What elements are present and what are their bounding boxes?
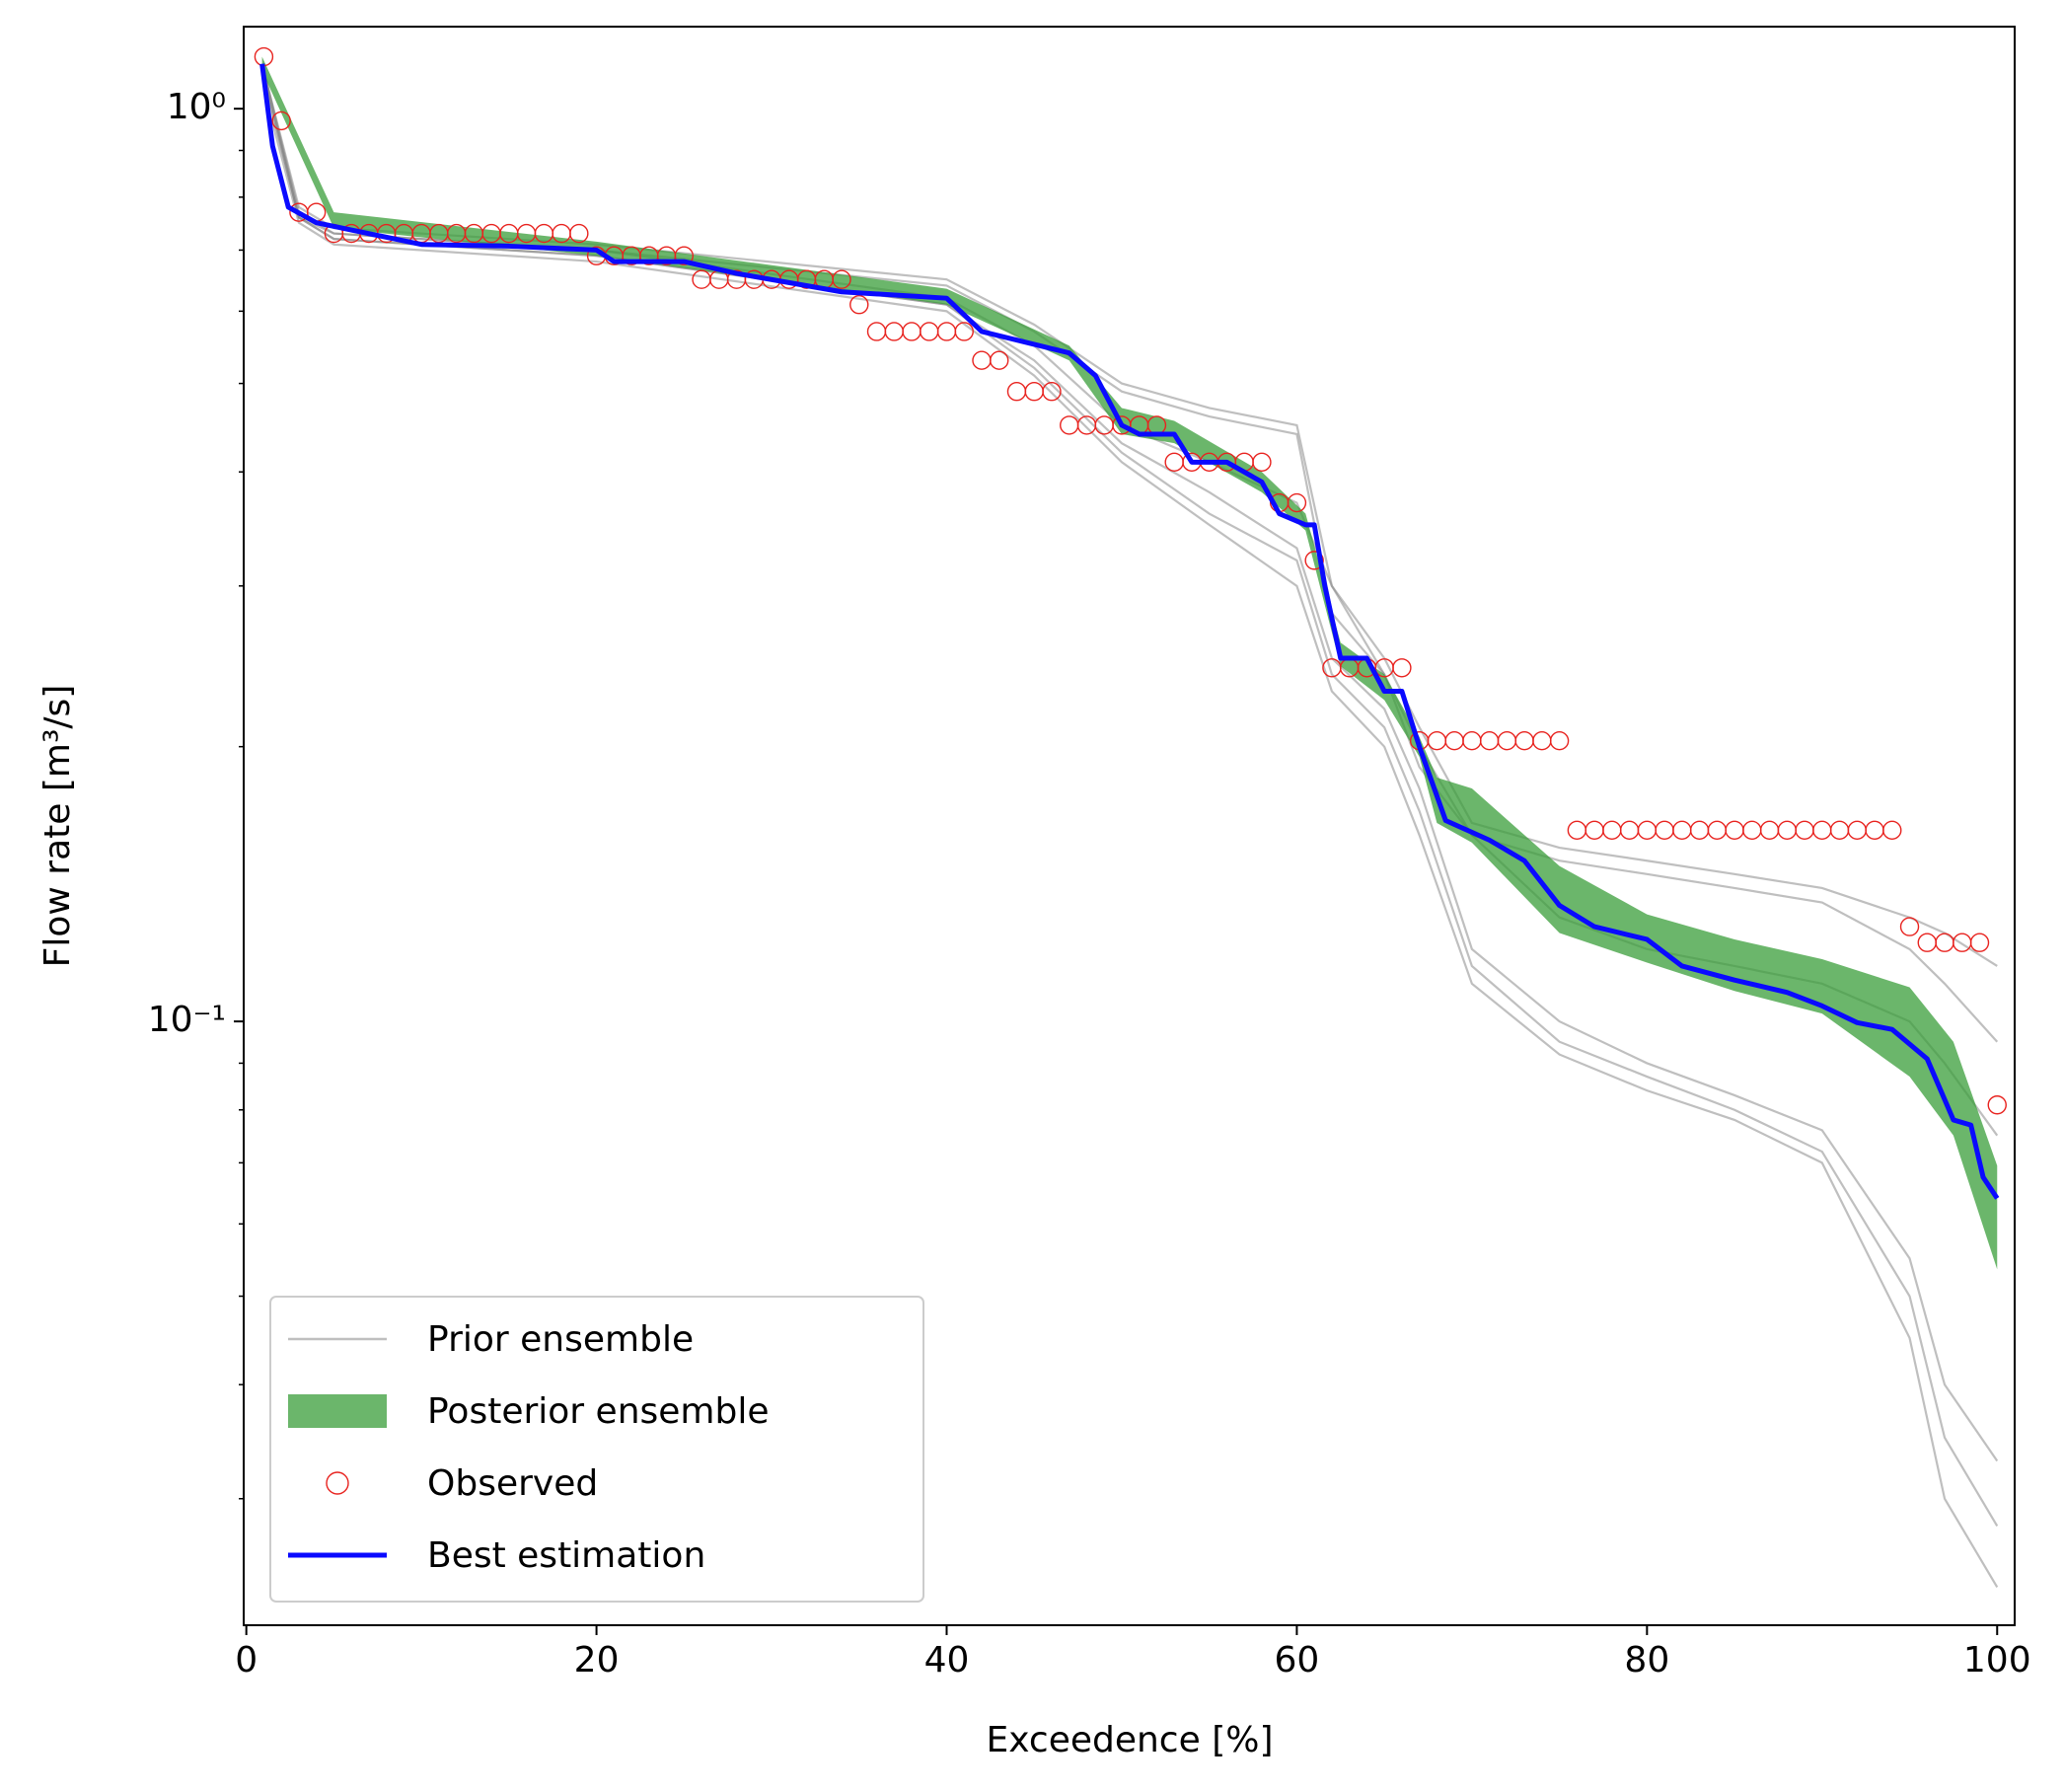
observed-point [884,322,904,341]
plot-area [254,46,2007,1588]
observed-point [1812,820,1832,841]
observed-point [1953,933,1972,952]
legend-label: Observed [427,1463,598,1504]
prior-line [262,77,1999,1462]
observed-point [902,322,921,341]
observed-point [1829,820,1850,841]
observed-point [1707,820,1728,841]
legend-label: Prior ensemble [427,1319,694,1360]
observed-point [1899,917,1920,936]
observed-point [1532,730,1552,751]
y-axis-title: Flow rate [m³/s] [37,685,78,968]
observed-point [1987,1095,2007,1115]
observed-point [1497,730,1517,751]
best-line [259,63,2000,1200]
observed-point [1619,820,1640,841]
observed-point [1637,820,1658,841]
observed-point [271,111,291,131]
observed-point [832,269,851,289]
observed-point [1006,382,1027,402]
observed-point [1689,820,1710,841]
observed-point [972,350,992,370]
observed-point [1567,820,1587,841]
observed-point [920,322,939,341]
x-tick-label: 80 [1624,1640,1669,1680]
observed-point [1882,820,1902,841]
observed-point [1935,933,1954,952]
observed-point [1865,820,1884,841]
observed-point [1672,820,1692,841]
observed-point [1917,933,1937,952]
y-tick-label: 10⁰ [167,87,226,127]
x-axis-title: Exceedence [%] [986,1720,1273,1760]
observed-point [866,322,887,341]
observed-point [1742,820,1762,841]
observed-point [1252,452,1272,473]
observed-point [1164,452,1184,473]
observed-point [1655,820,1674,841]
x-tick-label: 60 [1275,1640,1320,1680]
observed-point [1759,820,1780,841]
observed-point [1427,730,1447,751]
posterior-band [261,56,1998,1270]
legend-label: Posterior ensemble [427,1391,769,1432]
x-tick-label: 100 [1963,1640,2031,1680]
observed-point [954,322,974,341]
observed-point [1287,492,1307,513]
observed-point [1602,820,1622,841]
legend-swatch [288,1394,387,1428]
x-tick-label: 20 [574,1640,620,1680]
observed-point [1725,820,1744,841]
legend-box [269,1296,924,1603]
observed-point [1585,820,1604,841]
observed-point [1847,820,1867,841]
observed-point [692,269,711,289]
observed-point [569,223,589,244]
observed-point [1444,730,1464,751]
observed-point [1777,820,1798,841]
observed-point [990,350,1009,370]
observed-point [849,295,869,315]
prior-line [262,70,1998,967]
prior-line [262,89,1999,1588]
axes-frame [243,26,2016,1626]
x-tick-label: 40 [924,1640,970,1680]
prior-line [262,77,1999,1043]
x-tick-label: 0 [235,1640,258,1680]
observed-point [1392,658,1412,678]
observed-point [1024,382,1044,402]
observed-point [674,246,695,265]
observed-point [1549,730,1570,751]
observed-point [1304,551,1324,570]
observed-point [1795,820,1814,841]
observed-point [1969,933,1990,952]
legend-label: Best estimation [427,1535,705,1576]
observed-point [1060,415,1079,435]
legend-swatch [326,1471,349,1495]
observed-point [1462,730,1482,751]
observed-point [1514,730,1534,751]
y-tick-label: 10⁻¹ [148,1000,226,1040]
observed-point [1479,730,1500,751]
observed-point [1042,382,1062,402]
observed-point [936,322,957,341]
